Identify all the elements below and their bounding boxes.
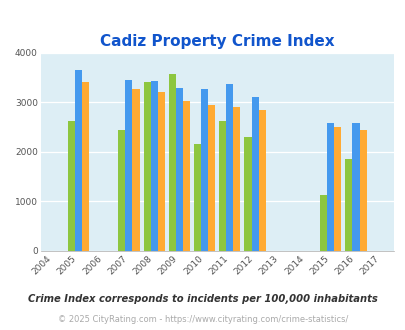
Bar — [150, 81, 157, 251]
Bar — [352, 123, 358, 251]
Bar — [143, 82, 150, 251]
Bar — [345, 159, 352, 251]
Bar — [320, 195, 326, 251]
Bar — [208, 105, 215, 251]
Bar — [132, 89, 139, 251]
Bar — [333, 127, 341, 251]
Bar — [168, 74, 175, 251]
Bar — [326, 122, 333, 251]
Text: © 2025 CityRating.com - https://www.cityrating.com/crime-statistics/: © 2025 CityRating.com - https://www.city… — [58, 315, 347, 324]
Bar — [258, 110, 265, 251]
Bar — [182, 101, 190, 251]
Bar — [233, 107, 240, 251]
Text: Crime Index corresponds to incidents per 100,000 inhabitants: Crime Index corresponds to incidents per… — [28, 294, 377, 304]
Bar — [244, 137, 251, 251]
Bar — [125, 80, 132, 251]
Title: Cadiz Property Crime Index: Cadiz Property Crime Index — [100, 34, 334, 49]
Bar — [175, 88, 182, 251]
Bar — [200, 89, 208, 251]
Bar — [82, 82, 89, 251]
Bar — [194, 144, 200, 251]
Bar — [68, 121, 75, 251]
Bar — [251, 97, 258, 251]
Bar — [226, 84, 233, 251]
Bar — [219, 121, 226, 251]
Bar — [118, 129, 125, 251]
Bar — [157, 92, 164, 251]
Bar — [75, 70, 82, 251]
Bar — [358, 129, 366, 251]
